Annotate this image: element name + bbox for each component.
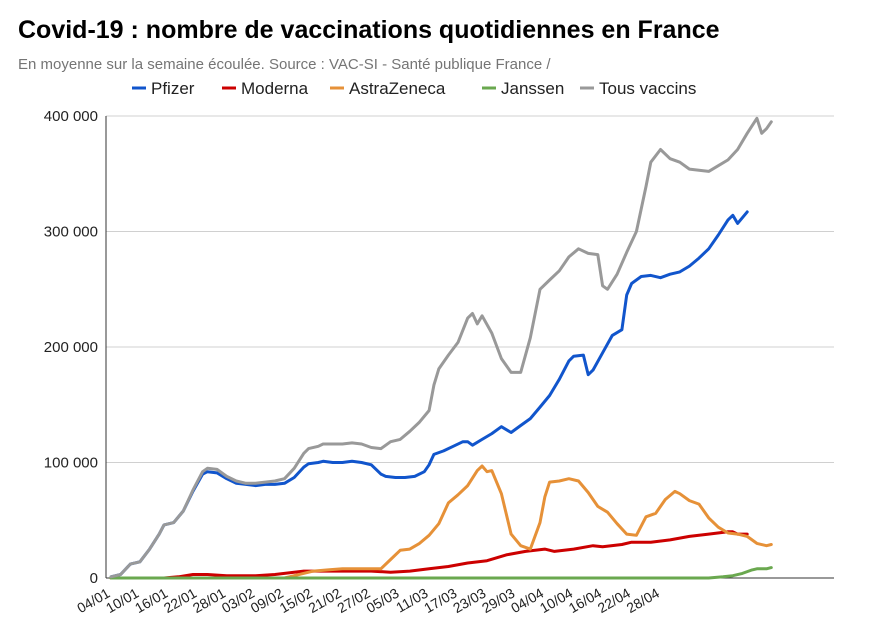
legend-label: Janssen: [501, 79, 564, 98]
series-line-tous-vaccins: [109, 116, 773, 579]
series-line-janssen: [109, 566, 773, 580]
legend-label: Moderna: [241, 79, 309, 98]
series-line-moderna: [109, 530, 749, 580]
legend-label: Tous vaccins: [599, 79, 696, 98]
y-tick-label: 400 000: [44, 108, 98, 125]
y-tick-label: 200 000: [44, 339, 98, 356]
chart-subtitle: En moyenne sur la semaine écoulée. Sourc…: [18, 56, 551, 73]
series-line-astrazeneca: [109, 464, 773, 580]
y-tick-label: 300 000: [44, 224, 98, 241]
legend-label: AstraZeneca: [349, 79, 446, 98]
chart-title: Covid-19 : nombre de vaccinations quotid…: [18, 16, 720, 44]
series-line-pfizer: [109, 210, 749, 579]
y-tick-label: 0: [90, 570, 98, 587]
x-tick-label: 28/04: [624, 585, 663, 616]
legend-label: Pfizer: [151, 79, 195, 98]
y-tick-label: 100 000: [44, 455, 98, 472]
